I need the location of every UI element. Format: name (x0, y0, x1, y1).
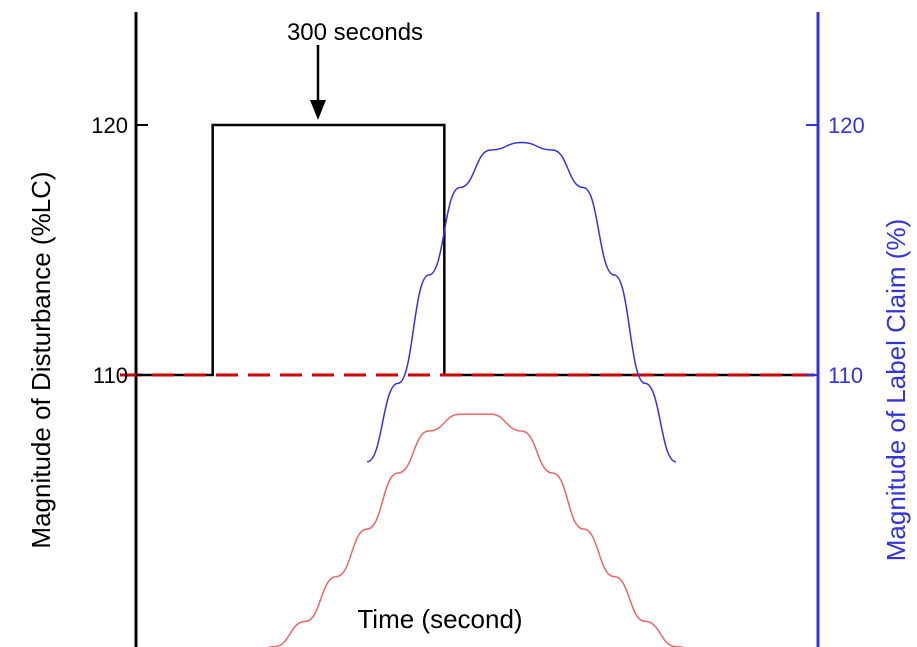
series-layer (120, 123, 815, 647)
series-line-2 (366, 141, 677, 463)
left-axis-tick-label-1: 110 (93, 363, 128, 388)
left-axis-tick-label-2: 120 (91, 113, 128, 138)
series-line-0 (120, 123, 815, 377)
x-axis-label: Time (second) (357, 604, 522, 634)
series-line-3 (267, 413, 685, 647)
annotation-arrowhead (310, 100, 326, 120)
y-axis-label-left: Magnitude of Disturbance (%LC) (26, 171, 56, 548)
ticks-layer: 100 110 120 100 110 120 (91, 113, 864, 647)
left-axis-tick-label-0: 100 (91, 643, 128, 647)
right-axis-tick-label-1: 110 (828, 363, 863, 388)
annotation-label: 300 seconds (287, 19, 423, 46)
right-axis-tick-label-2: 120 (828, 113, 865, 138)
right-axis-tick-label-0: 100 (828, 643, 865, 647)
y-axis-label-right: Magnitude of Label Claim (%) (881, 219, 911, 562)
